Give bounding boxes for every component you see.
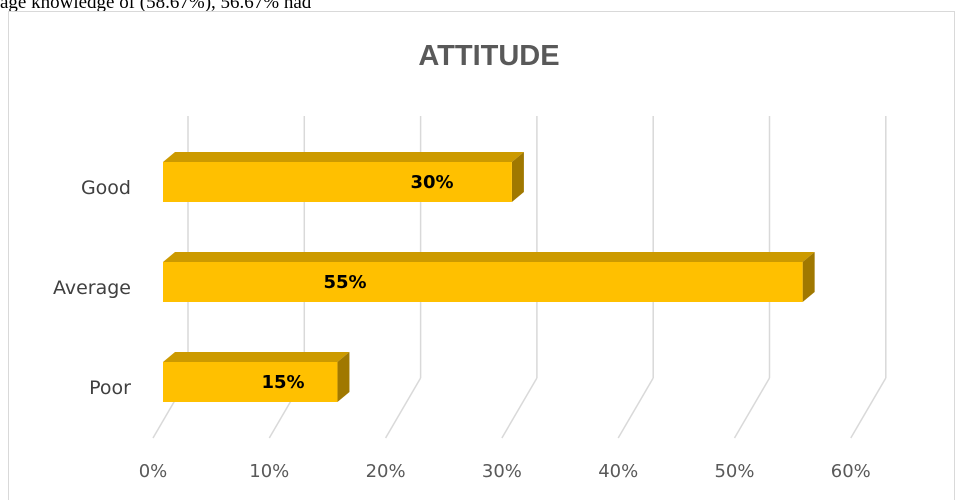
floor-gridline bbox=[501, 377, 538, 439]
bar-side-face bbox=[337, 352, 350, 402]
category-label: Good bbox=[81, 177, 131, 199]
x-tick-label: 30% bbox=[482, 461, 522, 482]
bar-top-face bbox=[163, 352, 350, 362]
bar-top-face bbox=[163, 252, 815, 262]
chart-frame bbox=[8, 11, 955, 500]
x-tick-label: 50% bbox=[714, 461, 754, 482]
bar-top-face bbox=[163, 152, 524, 162]
floor-gridline bbox=[384, 377, 422, 439]
x-tick-label: 40% bbox=[598, 461, 638, 482]
chart-title: ATTITUDE bbox=[418, 40, 559, 72]
x-tick-label: 20% bbox=[366, 461, 406, 482]
bar-front-face bbox=[163, 362, 338, 402]
floor-gridline bbox=[617, 377, 654, 439]
document-text-fragment: age knowledge of (58.67%), 56.67% had bbox=[0, 0, 312, 13]
gridlines bbox=[152, 116, 887, 439]
bar-front-face bbox=[163, 262, 803, 302]
bar-good: 30% bbox=[163, 152, 524, 202]
data-label: 30% bbox=[410, 172, 453, 193]
floor-gridline bbox=[733, 377, 771, 439]
bar-side-face bbox=[511, 152, 524, 202]
data-label: 15% bbox=[261, 372, 304, 393]
floor-gridline bbox=[850, 377, 887, 439]
bar-average: 55% bbox=[163, 252, 815, 302]
x-tick-label: 60% bbox=[831, 461, 871, 482]
x-tick-label: 0% bbox=[139, 461, 168, 482]
category-label: Average bbox=[53, 277, 131, 299]
bars: 30% 55% 15% bbox=[163, 152, 815, 402]
category-label: Poor bbox=[89, 377, 131, 399]
bar-front-face bbox=[163, 162, 512, 202]
x-axis-ticks: 0% 10% 20% 30% 40% 50% 60% bbox=[139, 461, 871, 482]
bar-poor: 15% bbox=[163, 352, 350, 402]
x-tick-label: 10% bbox=[249, 461, 289, 482]
data-label: 55% bbox=[323, 272, 366, 293]
y-axis-categories: Good Average Poor bbox=[53, 177, 131, 399]
bar-side-face bbox=[802, 252, 815, 302]
